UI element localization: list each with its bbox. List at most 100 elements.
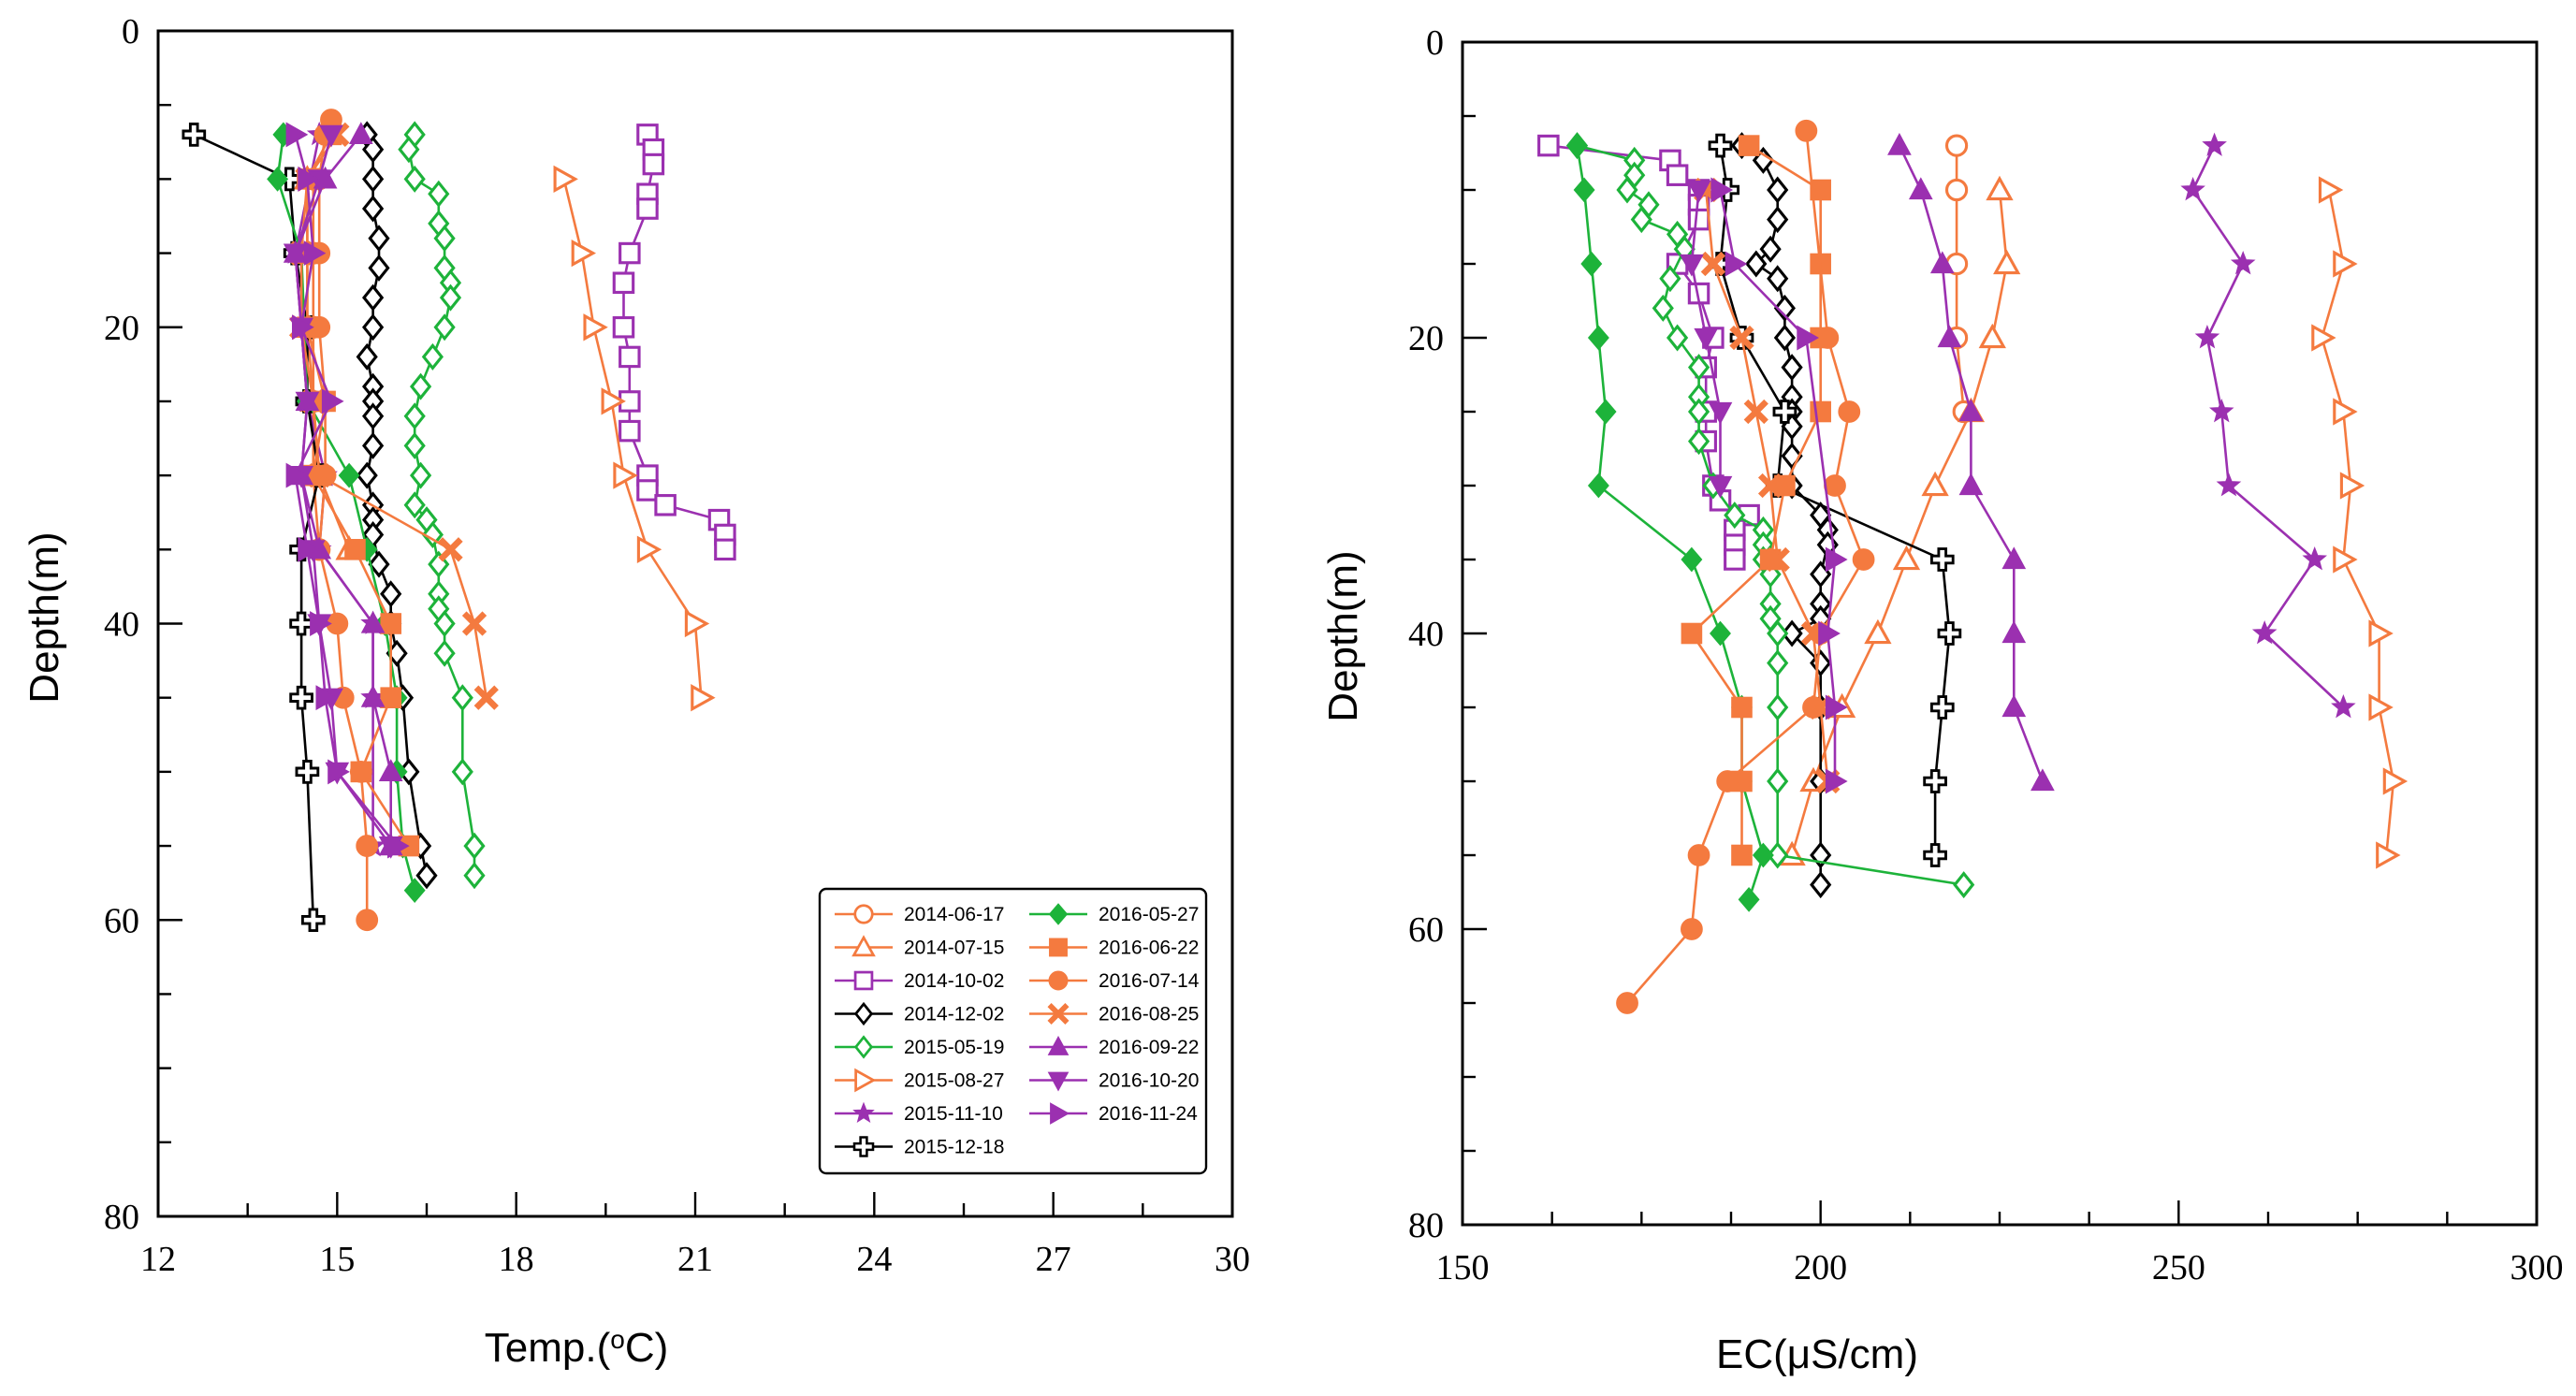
ec-data-point bbox=[1687, 844, 1710, 866]
temp-data-point bbox=[463, 862, 486, 890]
ec-data-point bbox=[1953, 871, 1975, 899]
ec-data-point bbox=[1767, 176, 1789, 204]
temp-y-tick-label: 40 bbox=[104, 605, 139, 645]
ec-data-point bbox=[1797, 325, 1820, 351]
ec-data-point bbox=[2333, 398, 2358, 426]
temp-data-point bbox=[571, 239, 597, 268]
temp-data-point bbox=[344, 539, 366, 560]
ec-data-point bbox=[1864, 618, 1892, 645]
ec-data-point bbox=[1958, 399, 1984, 422]
temp-data-point bbox=[398, 136, 420, 164]
temp-data-point bbox=[380, 580, 402, 608]
ec-data-point bbox=[1838, 400, 1861, 423]
ec-x-tick-label: 200 bbox=[1794, 1248, 1847, 1287]
ec-data-point bbox=[2030, 768, 2055, 792]
ec-data-point bbox=[2001, 546, 2027, 570]
temp-data-point bbox=[362, 313, 385, 342]
ec-panel: EC(μS/cm) Depth(m) 150 200 250 300 0 20 40 60 80 bbox=[1320, 23, 2564, 1377]
ec-data-point bbox=[1767, 767, 1789, 795]
ec-data-point bbox=[2368, 693, 2394, 721]
temp-data-point bbox=[298, 536, 321, 562]
ec-data-point bbox=[1700, 251, 1726, 277]
ec-data-point bbox=[1908, 177, 1933, 200]
temp-data-point bbox=[362, 431, 385, 459]
ec-data-point bbox=[1923, 769, 1947, 793]
legend-entry: 2016-09-22 bbox=[1029, 1035, 1199, 1058]
ec-data-point bbox=[1566, 133, 1588, 158]
temp-x-tick-label: 24 bbox=[856, 1240, 892, 1279]
temp-data-point bbox=[295, 760, 320, 784]
temp-series-2015-08-27 bbox=[553, 165, 716, 712]
ec-data-point bbox=[1944, 178, 1969, 202]
ec-data-point bbox=[1708, 475, 1733, 499]
ec-data-point bbox=[1708, 133, 1733, 158]
ec-data-point bbox=[2382, 767, 2409, 795]
temp-data-point bbox=[428, 550, 450, 578]
ec-data-point bbox=[1687, 208, 1710, 231]
temp-data-point bbox=[292, 314, 314, 341]
ec-series-line bbox=[2191, 145, 2345, 708]
temp-series-line bbox=[306, 134, 410, 847]
temp-data-point bbox=[433, 639, 456, 667]
ec-series-2015-08-27 bbox=[2311, 176, 2409, 869]
temp-y-tick-label: 60 bbox=[104, 901, 139, 940]
legend-marker bbox=[1049, 938, 1068, 957]
ec-series-line bbox=[1898, 145, 2045, 782]
ec-data-point bbox=[1825, 768, 1848, 794]
ec-data-point bbox=[1686, 180, 1711, 203]
ec-data-point bbox=[1587, 473, 1609, 499]
temp-data-point bbox=[356, 461, 378, 489]
temp-data-point bbox=[380, 613, 402, 634]
ec-data-point bbox=[1681, 546, 1703, 573]
ec-data-point bbox=[1681, 622, 1703, 645]
temp-data-point bbox=[438, 537, 463, 562]
ec-data-point bbox=[1594, 399, 1617, 425]
ec-data-point bbox=[1958, 473, 1984, 496]
temp-data-point bbox=[362, 284, 385, 312]
legend: 2014-06-17 2014-07-15 2014-10-02 2014-12-02… bbox=[818, 887, 1208, 1175]
legend-entry: 2016-08-25 bbox=[1029, 1003, 1199, 1025]
legend-marker bbox=[1050, 1102, 1070, 1125]
temp-data-point bbox=[619, 419, 641, 443]
temp-data-point bbox=[433, 610, 456, 637]
legend-marker bbox=[1047, 1071, 1070, 1092]
ec-data-point bbox=[1630, 206, 1652, 234]
ec-data-point bbox=[1887, 132, 1912, 155]
temp-data-point bbox=[285, 122, 309, 148]
temp-data-point bbox=[267, 167, 289, 192]
temp-data-point bbox=[182, 123, 207, 147]
temp-x-tick-label: 27 bbox=[1036, 1240, 1071, 1279]
ec-data-point bbox=[1825, 546, 1848, 573]
ec-series-2015-05-19 bbox=[1565, 132, 1975, 899]
temp-data-point bbox=[428, 180, 450, 208]
ec-data-point bbox=[1659, 265, 1681, 293]
legend-label: 2014-07-15 bbox=[904, 938, 1004, 959]
legend-label: 2014-12-02 bbox=[904, 1004, 1004, 1025]
temp-data-point bbox=[362, 402, 385, 430]
temp-data-point bbox=[583, 313, 608, 342]
ec-data-point bbox=[1743, 399, 1768, 425]
temp-data-point bbox=[636, 197, 659, 220]
temp-data-point bbox=[368, 550, 390, 578]
temp-data-point bbox=[403, 402, 426, 430]
ec-data-point bbox=[1781, 354, 1803, 382]
temp-data-point bbox=[378, 759, 403, 781]
ec-data-point bbox=[1773, 324, 1796, 352]
legend-label: 2016-05-27 bbox=[1099, 904, 1199, 925]
ec-y-axis-label: Depth(m) bbox=[1320, 550, 1366, 721]
ec-data-point bbox=[1767, 265, 1789, 293]
legend-entry: 2014-12-02 bbox=[835, 1001, 1004, 1026]
ec-data-point bbox=[1767, 693, 1789, 721]
ec-x-axis-label: EC(μS/cm) bbox=[1716, 1331, 1918, 1377]
legend-marker bbox=[1048, 903, 1069, 925]
legend-marker bbox=[852, 1136, 875, 1157]
ec-data-point bbox=[1892, 545, 1921, 571]
temp-data-point bbox=[403, 165, 426, 193]
ec-data-point bbox=[1937, 621, 1962, 646]
ec-data-point bbox=[1929, 251, 1955, 274]
ec-data-point bbox=[1729, 325, 1754, 351]
temp-data-point bbox=[612, 315, 635, 339]
temp-data-point bbox=[368, 225, 390, 253]
temperature-panel: Temp.(oC) Depth(m) 12 15 18 21 24 27 30 0 20 40 60… bbox=[22, 12, 1250, 1371]
